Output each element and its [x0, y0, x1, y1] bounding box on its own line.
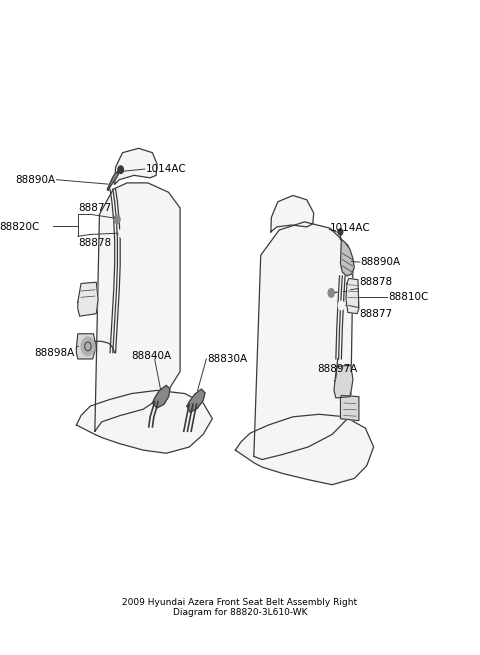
Text: 88878: 88878: [78, 238, 111, 248]
Polygon shape: [187, 389, 205, 413]
Polygon shape: [76, 334, 96, 359]
Polygon shape: [108, 172, 119, 191]
Text: 88810C: 88810C: [388, 292, 429, 303]
Polygon shape: [346, 278, 359, 314]
Circle shape: [118, 166, 123, 174]
Polygon shape: [254, 222, 353, 460]
Polygon shape: [78, 282, 98, 316]
Text: 88877: 88877: [359, 309, 392, 318]
Text: 88820C: 88820C: [0, 222, 39, 232]
Circle shape: [81, 337, 95, 356]
Text: 88840A: 88840A: [132, 351, 171, 361]
Text: 88897A: 88897A: [318, 364, 358, 374]
Circle shape: [114, 215, 120, 224]
Text: 88877: 88877: [78, 203, 111, 213]
Polygon shape: [115, 148, 157, 184]
Polygon shape: [340, 396, 359, 421]
Circle shape: [338, 229, 343, 235]
Circle shape: [338, 301, 345, 310]
Text: 88898A: 88898A: [35, 348, 75, 358]
Text: 88878: 88878: [359, 276, 392, 287]
Circle shape: [119, 229, 125, 238]
Text: 88830A: 88830A: [207, 354, 247, 364]
Polygon shape: [95, 183, 180, 431]
Polygon shape: [334, 365, 353, 398]
Circle shape: [328, 288, 335, 297]
Polygon shape: [235, 414, 373, 485]
Text: 1014AC: 1014AC: [145, 164, 186, 174]
Text: 88890A: 88890A: [361, 257, 401, 267]
Text: 88890A: 88890A: [15, 175, 56, 185]
Polygon shape: [271, 195, 314, 232]
Text: 2009 Hyundai Azera Front Seat Belt Assembly Right
Diagram for 88820-3L610-WK: 2009 Hyundai Azera Front Seat Belt Assem…: [122, 597, 358, 617]
Polygon shape: [76, 390, 212, 453]
Polygon shape: [340, 240, 354, 276]
Text: 1014AC: 1014AC: [330, 223, 371, 233]
Polygon shape: [153, 385, 170, 408]
